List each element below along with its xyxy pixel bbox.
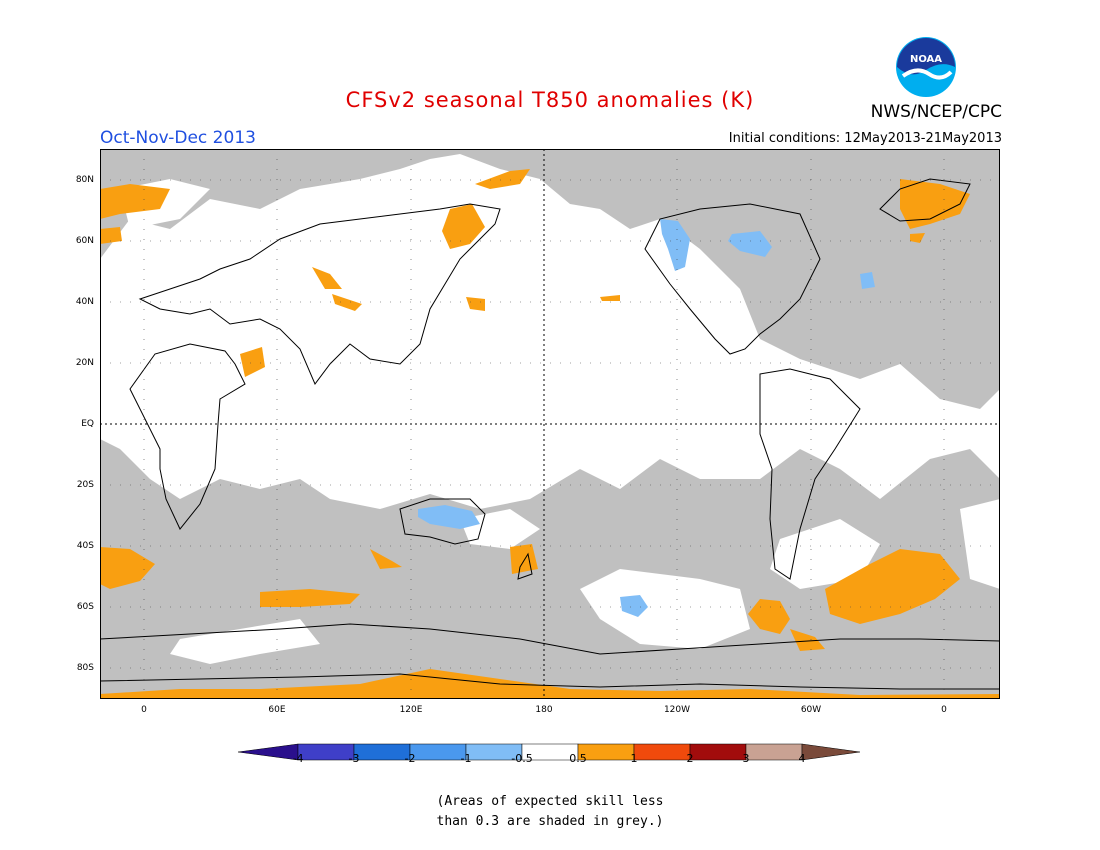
colorbar-label: 3 [742,752,750,765]
footnote-line-1: (Areas of expected skill less [436,794,664,809]
initial-conditions-label: Initial conditions: 12May2013-21May2013 [728,131,1002,146]
lon-label: 60W [800,705,822,715]
map-frame [100,149,1000,699]
lat-label: 80S [76,663,94,673]
colorbar-label: 2 [686,752,694,765]
lon-label: 120E [399,705,423,715]
warm-anomalies [100,169,1000,699]
coastlines [100,178,1000,690]
lat-label: 40N [75,297,94,307]
colorbar-label: -1 [460,752,472,765]
footnote: (Areas of expected skill less than 0.3 a… [0,792,1100,832]
lat-label: 20N [75,358,94,368]
lon-label: 0 [141,705,147,715]
anomaly-map [100,149,1000,699]
lon-label: 0 [941,705,947,715]
colorbar-label: 4 [798,752,806,765]
lat-label: 80N [75,175,94,185]
lon-label: 180 [535,705,553,715]
lon-label: 60E [268,705,286,715]
colorbar-label: 1 [630,752,638,765]
map-title: CFSv2 seasonal T850 anomalies (K) [345,88,755,112]
cool-anomalies [418,219,875,617]
noaa-logo: NOAA [896,37,956,97]
color-bar-right-arrow [801,743,861,761]
colorbar-label: -2 [404,752,416,765]
lon-label: 120W [663,705,691,715]
lat-label: 20S [76,480,94,490]
grid-dots [100,149,1000,699]
colorbar-label: -0.5 [511,752,533,765]
footnote-line-2: than 0.3 are shaded in grey.) [436,814,664,829]
lat-label: 60N [75,236,94,246]
organization-label: NWS/NCEP/CPC [870,102,1002,122]
season-label: Oct-Nov-Dec 2013 [100,128,256,148]
grid-lines [100,149,1000,699]
lat-label: 40S [76,541,94,551]
colorbar-label: -4 [292,752,304,765]
lat-label: EQ [81,419,94,429]
lat-label: 60S [76,602,94,612]
colorbar-label: 0.5 [569,752,587,765]
noaa-logo-text: NOAA [910,54,942,65]
color-bar [238,743,861,761]
white-regions [100,154,1000,664]
colorbar-label: -3 [348,752,360,765]
